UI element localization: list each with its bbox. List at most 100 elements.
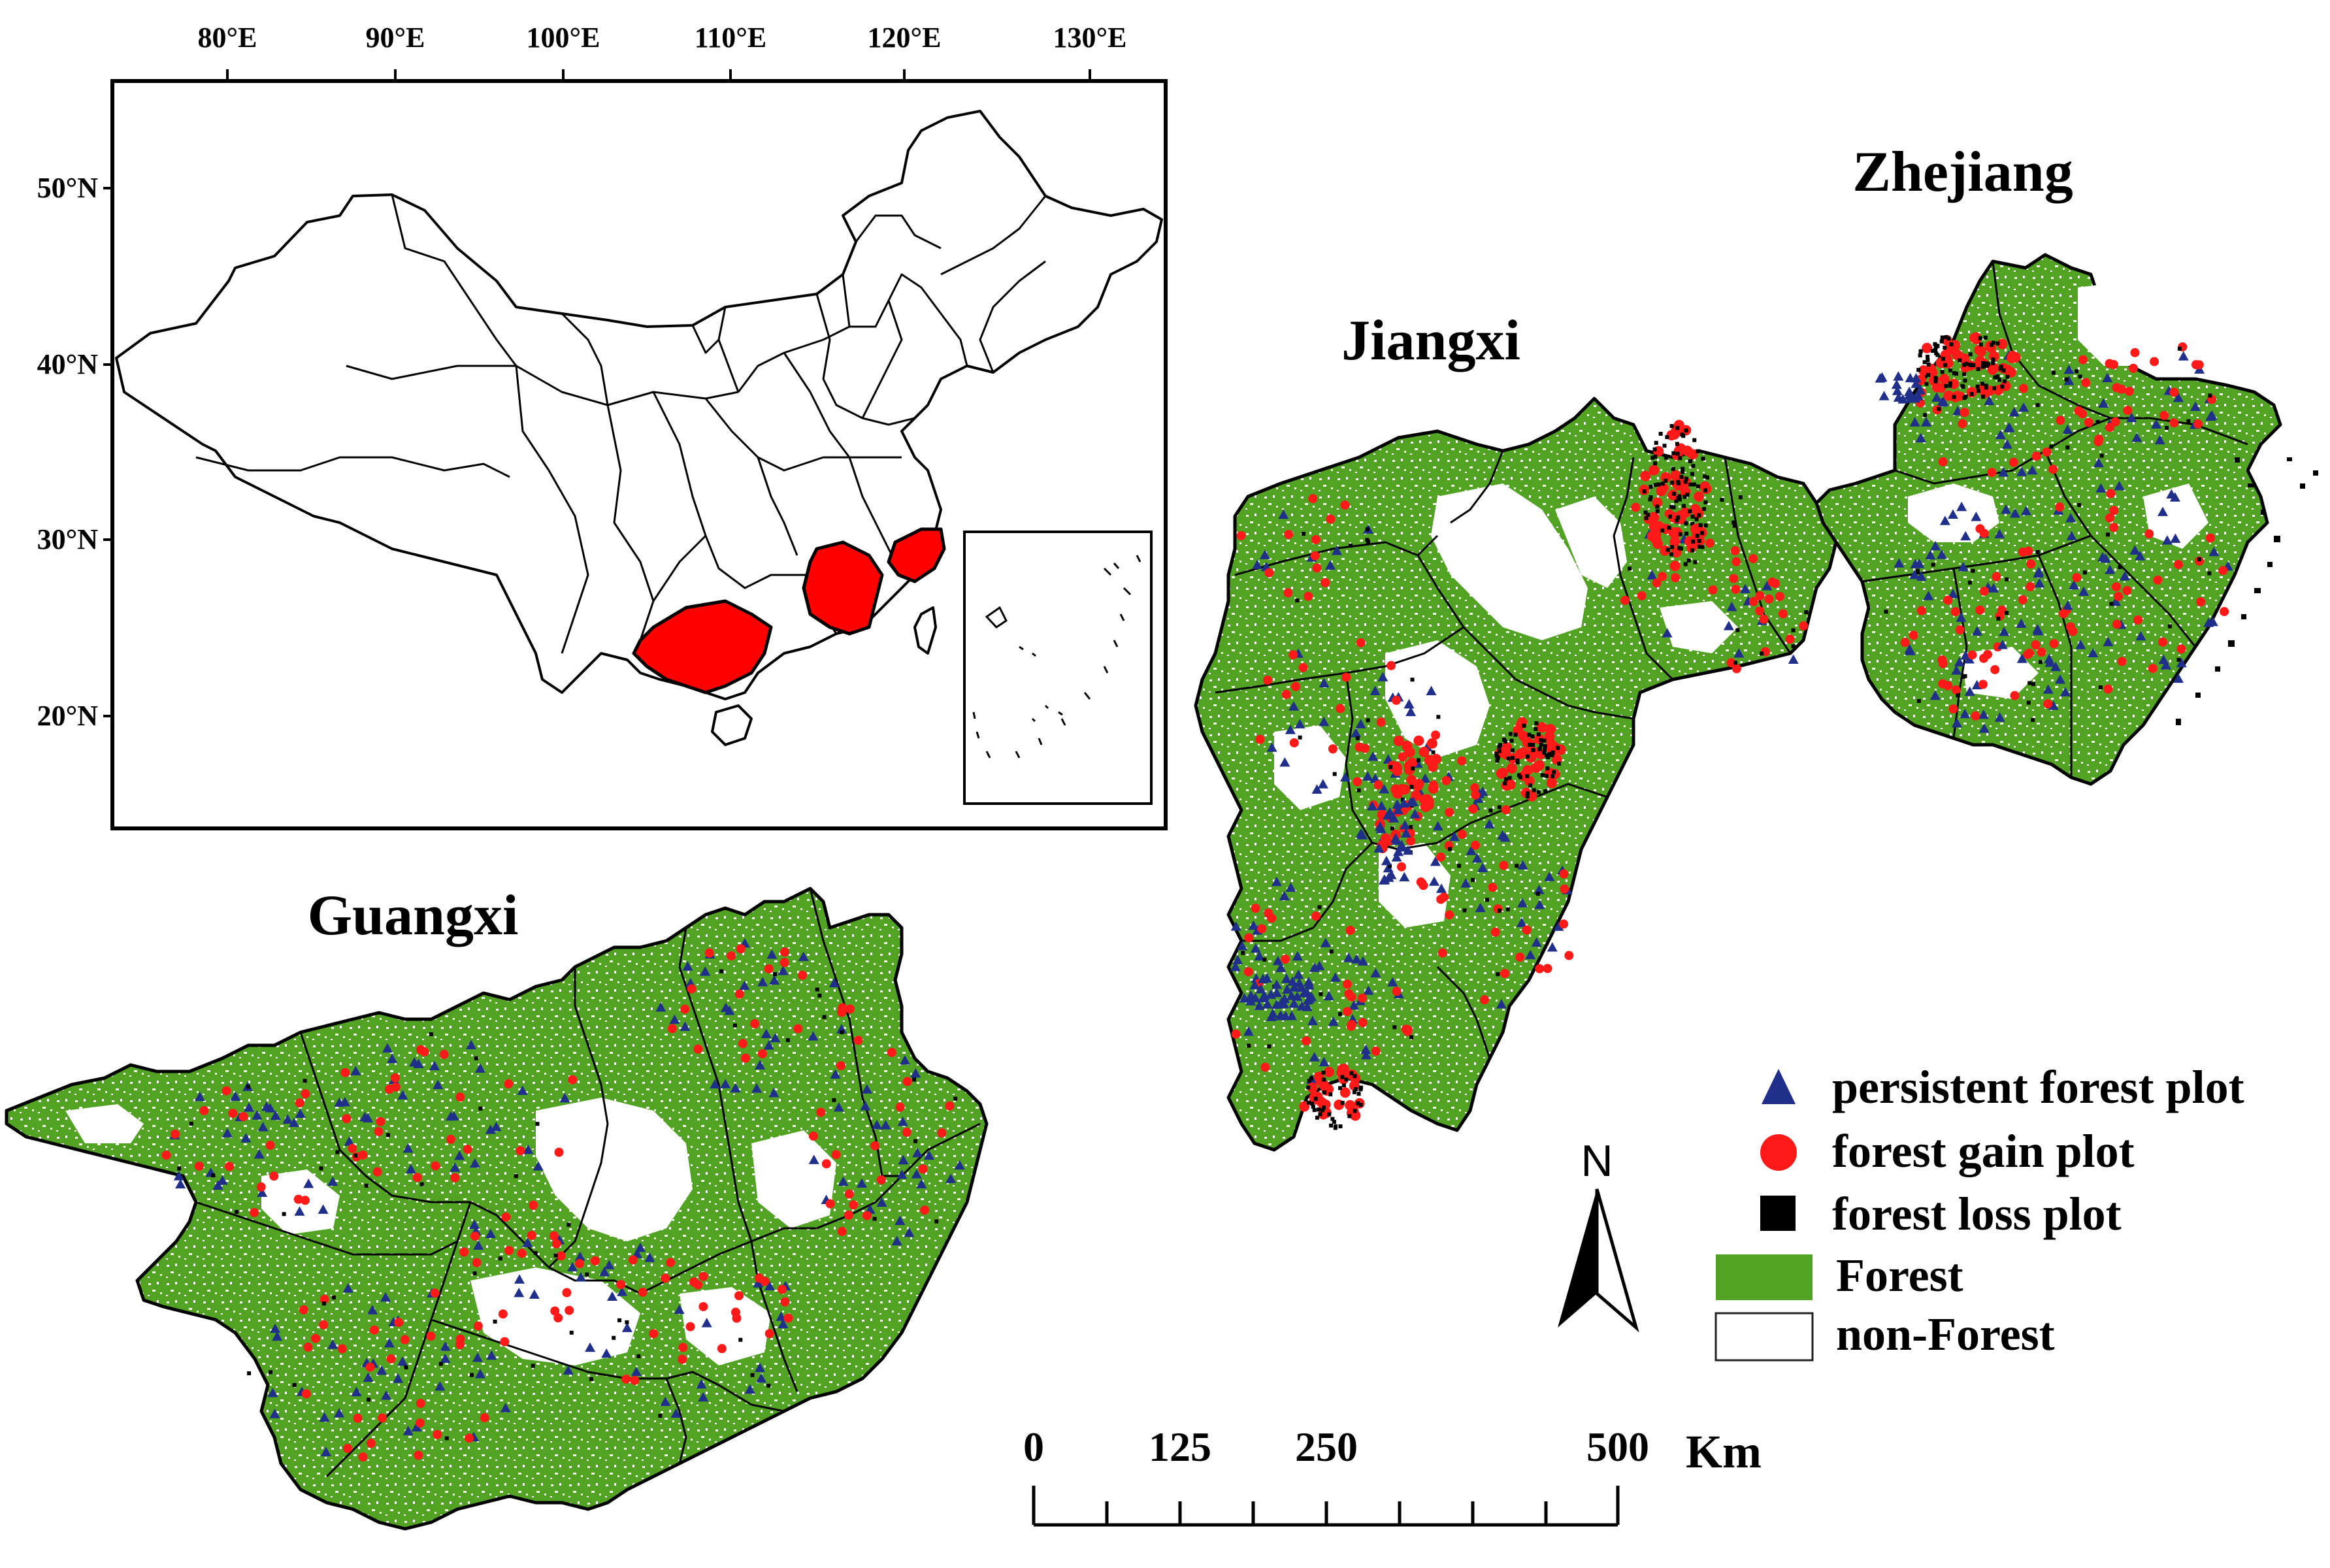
persistent-plot-marker [288, 1117, 299, 1127]
persistent-plot-marker [194, 1091, 205, 1102]
lon-label-110: 110°E [695, 22, 767, 54]
gain-plot-marker [2129, 363, 2139, 373]
gain-plot-marker [2103, 684, 2113, 694]
persistent-plot-marker [327, 1339, 338, 1349]
persistent-plot-marker [680, 1021, 691, 1031]
loss-plot-marker [1509, 738, 1514, 743]
persistent-plot-marker [1259, 549, 1270, 559]
loss-plot-marker [1525, 774, 1530, 778]
loss-plot-marker [553, 1253, 558, 1258]
gain-plot-marker [527, 1230, 536, 1240]
gain-plot-marker [1490, 927, 1500, 937]
loss-plot-marker [1975, 384, 1980, 389]
loss-plot-marker [1940, 335, 1944, 340]
loss-plot-marker [589, 1377, 593, 1381]
persistent-plot-marker [1947, 509, 1958, 519]
loss-plot-marker [1660, 482, 1665, 486]
persistent-plot-marker [856, 1178, 867, 1188]
loss-plot-marker [1703, 488, 1708, 493]
persistent-plot-marker [1275, 962, 1287, 972]
loss-plot-marker [1322, 1090, 1327, 1095]
loss-plot-marker [2005, 374, 2010, 379]
loss-plot-marker [1949, 342, 1954, 347]
zhejiang-internal-boundaries [1862, 261, 2248, 777]
loss-plot-marker [1542, 751, 1547, 755]
gain-plot-marker [1347, 1020, 1356, 1030]
gain-plot-marker [2159, 410, 2169, 420]
loss-plot-marker [2001, 368, 2006, 372]
scale-unit: Km [1686, 1426, 1762, 1478]
persistent-plot-marker [655, 1002, 666, 1012]
persistent-plot-marker [798, 951, 809, 961]
persistent-plot-marker [485, 1124, 496, 1134]
square-marker-icon [1760, 1196, 1796, 1231]
gain-plot-marker [1345, 925, 1355, 935]
gain-plot-marker [1983, 649, 1993, 659]
gain-plot-marker [430, 1288, 440, 1298]
gain-plot-marker [638, 1287, 648, 1297]
persistent-plot-marker [1396, 840, 1407, 849]
scale-bar-line [1032, 1486, 1620, 1527]
persistent-plot-marker [891, 1235, 902, 1246]
persistent-plot-marker [491, 1121, 502, 1132]
persistent-plot-marker [1351, 728, 1362, 738]
persistent-plot-marker [1432, 821, 1443, 831]
gain-plot-marker [320, 1294, 329, 1304]
persistent-plot-marker [1960, 650, 1971, 660]
north-arrow-label: N [1581, 1136, 1613, 1186]
loss-plot-marker [1488, 808, 1493, 813]
longitude-labels: 80°E 90°E 100°E 110°E 120°E 130°E [198, 22, 1127, 54]
loss-plot-marker [1547, 752, 1551, 757]
persistent-plot-marker [257, 1122, 269, 1132]
loss-plot-marker [474, 1056, 478, 1060]
persistent-plot-marker [1254, 1000, 1265, 1010]
persistent-plot-marker [1387, 977, 1398, 987]
gain-plot-marker [2148, 664, 2158, 674]
gain-plot-marker [416, 1399, 425, 1409]
loss-plot-marker [1552, 770, 1556, 774]
gain-plot-marker [517, 1249, 527, 1258]
gain-plot-marker [400, 1335, 410, 1345]
gain-plot-marker [2026, 581, 2035, 591]
persistent-plot-marker [267, 1388, 278, 1397]
lon-label-120: 120°E [868, 22, 942, 54]
scale-tick-250: 250 [1295, 1424, 1358, 1470]
gain-plot-marker [1987, 364, 1998, 375]
persistent-plot-marker [474, 1369, 485, 1379]
gain-plot-marker [732, 1313, 742, 1323]
gain-plot-marker [678, 1343, 688, 1352]
gain-plot-marker [1321, 578, 1330, 587]
gain-plot-marker [256, 1182, 266, 1192]
loss-plot-marker [1627, 566, 1632, 571]
persistent-plot-marker [1309, 962, 1320, 972]
gain-plot-marker [1436, 894, 1446, 904]
gain-plot-marker [821, 1159, 831, 1169]
persistent-plot-marker [319, 1412, 330, 1422]
persistent-plot-marker [1288, 701, 1299, 711]
gain-plot-marker [222, 1086, 231, 1096]
persistent-plot-marker [270, 1323, 281, 1333]
gain-plot-marker [554, 1147, 564, 1157]
persistent-plot-marker [739, 980, 750, 990]
loss-plot-marker [2078, 374, 2082, 379]
jiangxi-nonforest-c [1385, 640, 1490, 758]
gain-plot-marker [504, 1079, 514, 1088]
persistent-plot-marker [2066, 531, 2077, 540]
gain-plot-marker [661, 1273, 670, 1283]
loss-plot-marker [625, 1320, 629, 1324]
persistent-plot-marker [1370, 968, 1381, 978]
loss-plot-marker [1968, 352, 1973, 357]
jiangxi-nonforest-a [1431, 483, 1588, 640]
persistent-plot-marker [367, 1305, 378, 1315]
loss-plot-marker [2031, 718, 2035, 723]
loss-plot-marker [1695, 534, 1699, 538]
loss-plot-marker [331, 1295, 336, 1299]
gain-plot-marker [2122, 585, 2132, 595]
persistent-plot-marker [363, 1372, 374, 1382]
persistent-plot-marker [500, 1403, 511, 1413]
gain-plot-marker [825, 1199, 835, 1209]
persistent-plot-marker [876, 1197, 887, 1207]
gain-plot-marker [2042, 447, 2052, 457]
loss-plot-marker [1984, 384, 1988, 388]
gain-plot-marker [1457, 756, 1467, 766]
